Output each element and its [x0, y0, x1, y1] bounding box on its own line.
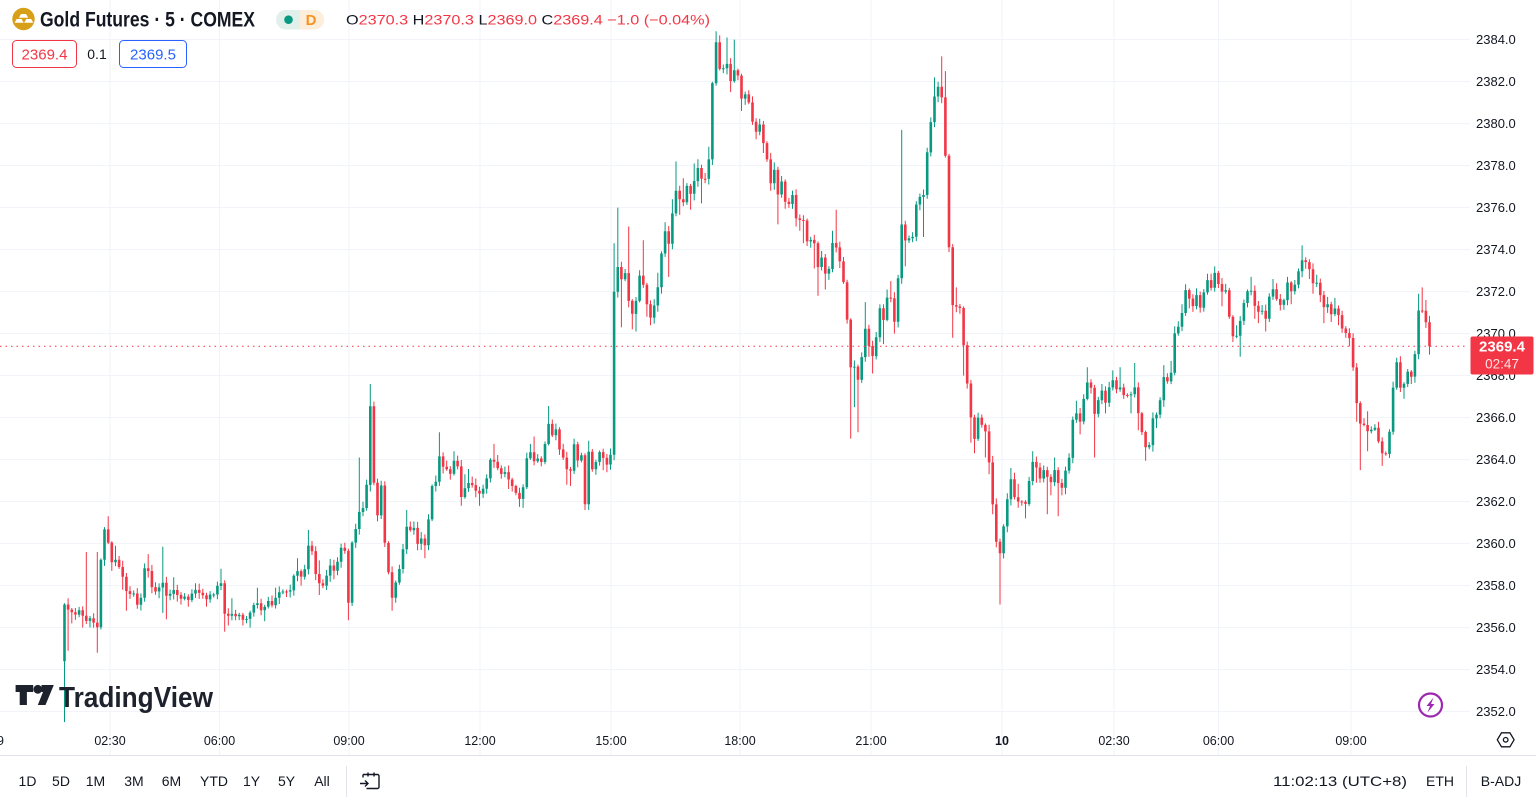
svg-text:18:00: 18:00	[724, 734, 755, 748]
svg-text:2352.0: 2352.0	[1476, 704, 1516, 719]
svg-text:15:00: 15:00	[595, 734, 626, 748]
svg-text:1D: 1D	[19, 773, 37, 789]
svg-text:2374.0: 2374.0	[1476, 242, 1516, 257]
svg-text:10: 10	[995, 734, 1009, 748]
svg-text:02:30: 02:30	[94, 734, 125, 748]
svg-text:5Y: 5Y	[278, 773, 296, 789]
svg-text:2382.0: 2382.0	[1476, 74, 1516, 89]
svg-text:2360.0: 2360.0	[1476, 536, 1516, 551]
svg-text:2364.0: 2364.0	[1476, 452, 1516, 467]
svg-text:2369.4: 2369.4	[1479, 339, 1526, 356]
svg-text:1Y: 1Y	[243, 773, 261, 789]
svg-text:09:00: 09:00	[333, 734, 364, 748]
svg-text:2372.0: 2372.0	[1476, 284, 1516, 299]
svg-text:5D: 5D	[52, 773, 70, 789]
svg-text:11:02:13 (UTC+8): 11:02:13 (UTC+8)	[1273, 773, 1407, 789]
svg-text:TradingView: TradingView	[59, 682, 213, 714]
svg-text:YTD: YTD	[200, 773, 228, 789]
svg-text:02:30: 02:30	[1098, 734, 1129, 748]
svg-text:02:47: 02:47	[1485, 357, 1519, 372]
svg-text:2369.5: 2369.5	[130, 47, 176, 64]
svg-text:2376.0: 2376.0	[1476, 200, 1516, 215]
svg-text:2369.4: 2369.4	[22, 47, 68, 64]
svg-text:09:00: 09:00	[1335, 734, 1366, 748]
svg-text:2358.0: 2358.0	[1476, 578, 1516, 593]
svg-text:06:00: 06:00	[1203, 734, 1234, 748]
svg-text:3M: 3M	[124, 773, 143, 789]
svg-text:21:00: 21:00	[855, 734, 886, 748]
svg-text:2356.0: 2356.0	[1476, 620, 1516, 635]
svg-text:ETH: ETH	[1426, 773, 1454, 789]
svg-text:2362.0: 2362.0	[1476, 494, 1516, 509]
svg-text:1M: 1M	[86, 773, 105, 789]
svg-text:2354.0: 2354.0	[1476, 662, 1516, 677]
svg-text:6M: 6M	[162, 773, 181, 789]
svg-text:All: All	[314, 773, 330, 789]
svg-text:B-ADJ: B-ADJ	[1481, 773, 1521, 789]
svg-text:2384.0: 2384.0	[1476, 32, 1516, 47]
svg-text:Gold Futures · 5 · COMEX: Gold Futures · 5 · COMEX	[40, 9, 255, 32]
svg-text:2366.0: 2366.0	[1476, 410, 1516, 425]
svg-text:2378.0: 2378.0	[1476, 158, 1516, 173]
svg-text:19: 19	[0, 734, 4, 748]
svg-text:06:00: 06:00	[204, 734, 235, 748]
svg-text:D: D	[306, 12, 317, 29]
svg-text:12:00: 12:00	[464, 734, 495, 748]
svg-text:0.1: 0.1	[87, 46, 107, 62]
svg-text:2380.0: 2380.0	[1476, 116, 1516, 131]
